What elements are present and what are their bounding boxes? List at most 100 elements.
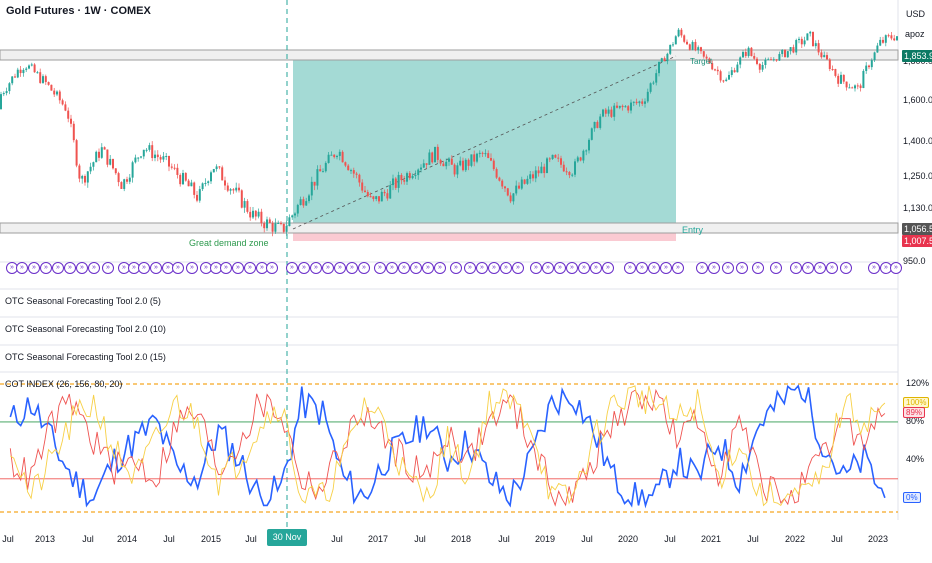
candle-body <box>112 158 114 169</box>
candle-body <box>761 64 764 70</box>
event-icon: » <box>590 262 602 274</box>
candle-body <box>408 173 411 179</box>
cot-series-2 <box>10 385 886 507</box>
candle-body <box>249 211 252 218</box>
candle-body <box>851 87 854 89</box>
candle-body <box>58 91 61 101</box>
candle-body <box>67 110 70 119</box>
candle-body <box>616 105 618 108</box>
candle-body <box>800 38 803 45</box>
candle-body <box>375 196 378 200</box>
candle-body <box>299 199 302 205</box>
indicator-label-2[interactable]: OTC Seasonal Forecasting Tool 2.0 (10) <box>5 324 166 334</box>
candle-body <box>238 187 240 191</box>
candle-body <box>310 181 313 196</box>
time-tick: Jul <box>163 534 175 544</box>
candle-body <box>243 201 246 208</box>
candle-body <box>756 58 758 64</box>
event-icon: » <box>530 262 542 274</box>
candle-body <box>137 157 140 159</box>
candle-body <box>546 158 548 174</box>
candle-body <box>291 215 294 218</box>
candle-body <box>114 168 117 174</box>
candle-body <box>739 57 742 65</box>
indicator-label-cot[interactable]: COT INDEX (26, 156, 80, 20) <box>5 379 123 389</box>
candle-body <box>599 116 602 128</box>
event-icon: » <box>150 262 162 274</box>
event-icon: » <box>602 262 614 274</box>
candle-body <box>392 178 394 186</box>
candle-body <box>523 179 526 184</box>
candle-body <box>103 147 106 150</box>
candle-body <box>859 85 862 89</box>
time-tick: Jul <box>2 534 14 544</box>
indicator-label-1[interactable]: OTC Seasonal Forecasting Tool 2.0 (5) <box>5 296 161 306</box>
candle-body <box>165 156 168 158</box>
support-band <box>0 222 899 234</box>
candle-body <box>358 174 361 183</box>
candle-body <box>730 70 733 75</box>
candle-body <box>540 166 543 174</box>
currency-label[interactable]: USD <box>906 9 926 19</box>
candle-body <box>442 163 445 167</box>
candle-body <box>504 186 506 189</box>
candle-body <box>758 63 761 70</box>
event-icon: » <box>210 262 222 274</box>
candle-body <box>22 69 25 74</box>
candle-body <box>562 164 565 172</box>
candle-body <box>677 29 680 37</box>
symbol-title[interactable]: Gold Futures · 1W · COMEX <box>6 5 151 17</box>
candle-body <box>826 55 828 60</box>
event-icon: » <box>266 262 278 274</box>
entry-label: Entry <box>682 225 704 235</box>
candle-body <box>78 165 81 179</box>
candle-body <box>697 47 700 51</box>
time-tick: Jul <box>831 534 843 544</box>
candle-body <box>652 82 655 84</box>
event-icon: » <box>890 262 902 274</box>
candle-body <box>725 79 728 81</box>
candle-body <box>868 65 870 68</box>
candle-body <box>753 56 756 59</box>
candle-body <box>848 87 851 89</box>
candle-body <box>322 171 324 173</box>
time-tick: 2022 <box>784 534 806 544</box>
time-tick: Jul <box>414 534 426 544</box>
candle-body <box>330 154 333 156</box>
candle-body <box>655 73 658 83</box>
candle-body <box>187 180 190 187</box>
candle-body <box>711 63 714 70</box>
event-icon: » <box>868 262 880 274</box>
candle-body <box>607 109 610 114</box>
candle-body <box>86 171 89 183</box>
price-tick: 1,250.0 <box>903 171 932 181</box>
candle-body <box>39 72 42 83</box>
candle-body <box>11 76 14 84</box>
candle-body <box>397 174 400 188</box>
event-icon: » <box>450 262 462 274</box>
indicator-label-3[interactable]: OTC Seasonal Forecasting Tool 2.0 (15) <box>5 352 166 362</box>
candle-body <box>862 70 865 89</box>
candle-body <box>425 163 428 165</box>
candle-body <box>750 47 753 57</box>
candle-body <box>53 90 56 95</box>
candle-body <box>767 59 770 61</box>
time-tick: 2019 <box>534 534 556 544</box>
candle-body <box>47 82 50 85</box>
event-icon: » <box>298 262 310 274</box>
time-tick: Jul <box>498 534 510 544</box>
candle-body <box>873 52 876 61</box>
candle-body <box>81 176 84 179</box>
candle-body <box>179 174 182 185</box>
projection-line <box>292 55 677 230</box>
candle-body <box>680 29 683 36</box>
candle-body <box>669 44 672 54</box>
candle-body <box>182 172 184 185</box>
candle-body <box>260 211 263 224</box>
candle-body <box>747 47 750 56</box>
chart-canvas[interactable] <box>0 0 932 550</box>
candle-body <box>61 100 64 105</box>
candle-body <box>674 36 677 45</box>
candle-body <box>487 153 490 159</box>
candle-body <box>630 102 632 111</box>
